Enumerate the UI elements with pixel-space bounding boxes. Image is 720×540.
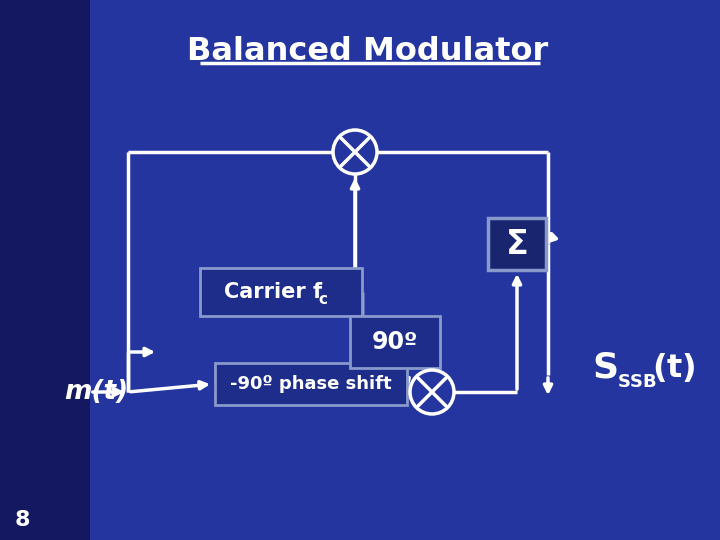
FancyBboxPatch shape bbox=[488, 218, 546, 270]
Text: Carrier f: Carrier f bbox=[224, 282, 322, 302]
Text: m(t): m(t) bbox=[64, 379, 128, 405]
FancyBboxPatch shape bbox=[200, 268, 362, 316]
Text: $\mathbf{(t)}$: $\mathbf{(t)}$ bbox=[652, 352, 696, 384]
Text: Σ: Σ bbox=[505, 227, 528, 260]
FancyBboxPatch shape bbox=[350, 316, 440, 368]
Text: Balanced Modulator: Balanced Modulator bbox=[187, 37, 549, 68]
Text: 90º: 90º bbox=[372, 330, 418, 354]
FancyBboxPatch shape bbox=[215, 363, 407, 405]
Text: $\mathbf{S}$: $\mathbf{S}$ bbox=[592, 351, 618, 385]
Text: $\mathbf{SSB}$: $\mathbf{SSB}$ bbox=[617, 373, 657, 391]
Polygon shape bbox=[0, 0, 90, 540]
Text: c: c bbox=[318, 292, 328, 307]
Text: -90º phase shift: -90º phase shift bbox=[230, 375, 392, 393]
Text: 8: 8 bbox=[14, 510, 30, 530]
